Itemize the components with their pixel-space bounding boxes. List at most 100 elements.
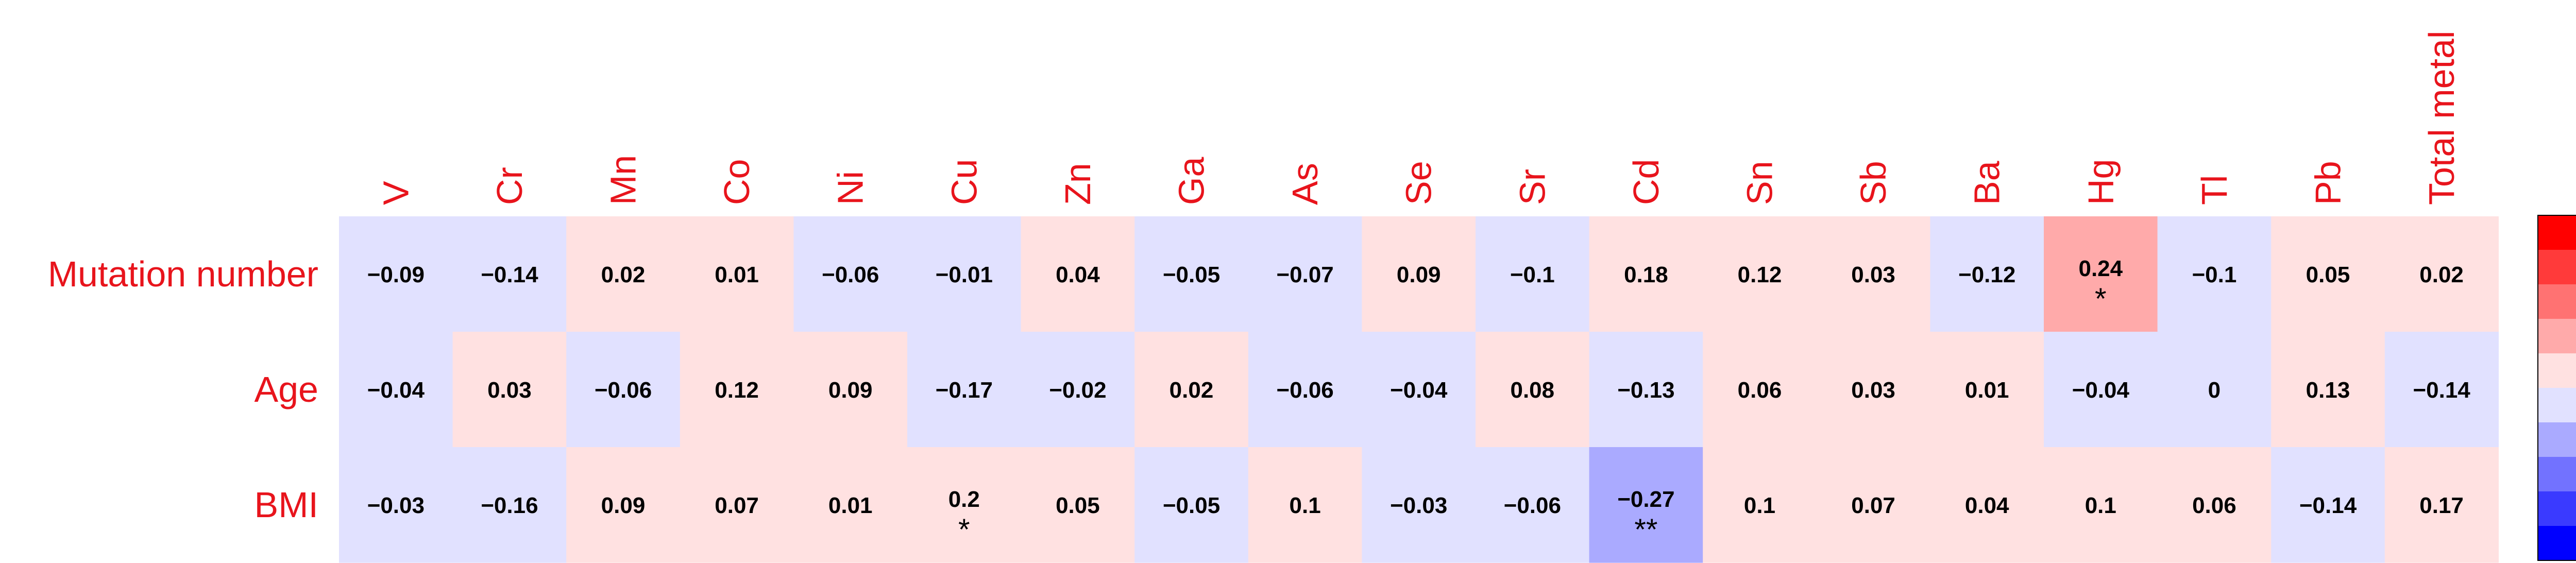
heatmap-cell (1476, 332, 1590, 448)
cell-value: 0.03 (1851, 262, 1895, 287)
cell-value: −0.04 (2072, 378, 2130, 403)
significance-marker: * (2095, 282, 2107, 316)
legend-swatch (2538, 388, 2576, 423)
heatmap-cell (1930, 447, 2044, 563)
heatmap-cell (680, 332, 794, 448)
cell-value: 0.02 (1170, 378, 1214, 403)
heatmap-cell (1362, 216, 1476, 332)
cell-value: 0.04 (1965, 493, 2009, 518)
cell-value: −0.04 (1390, 378, 1448, 403)
legend-swatch (2538, 215, 2576, 250)
column-label: Cd (1626, 159, 1666, 205)
column-label: Ni (831, 171, 871, 205)
cell-value: −0.16 (481, 493, 538, 518)
column-label: Total metal (2421, 31, 2462, 205)
cell-value: 0.01 (1965, 378, 2009, 403)
heatmap-cell (907, 447, 1022, 563)
legend-swatch (2538, 250, 2576, 285)
cell-value: −0.07 (1276, 262, 1333, 287)
row-label: Mutation number (48, 254, 318, 294)
column-label: Sb (1853, 161, 1893, 205)
cell-value: −0.12 (1958, 262, 2015, 287)
legend-border (2537, 215, 2576, 561)
cell-value: 0.01 (828, 493, 873, 518)
heatmap-cell (1930, 332, 2044, 448)
heatmap-cell (1703, 332, 1817, 448)
legend-swatch (2538, 457, 2576, 492)
column-label: Cr (489, 167, 530, 205)
cell-value: −0.06 (1504, 493, 1561, 518)
heatmap-cell (1248, 332, 1362, 448)
legend-swatch (2538, 422, 2576, 457)
cell-value: −0.14 (481, 262, 538, 287)
heatmap-cell (2044, 216, 2158, 332)
heatmap-cell (793, 332, 908, 448)
column-label: Ba (1967, 161, 2007, 205)
cell-value: 0.02 (2419, 262, 2464, 287)
heatmap-cell (339, 216, 453, 332)
cell-value: 0 (2208, 378, 2221, 403)
cell-value: −0.06 (595, 378, 652, 403)
heatmap-cell (1362, 332, 1476, 448)
heatmap-cell (1816, 332, 1930, 448)
heatmap-cell (793, 447, 908, 563)
heatmap-cell (566, 332, 681, 448)
heatmap-cell (793, 216, 908, 332)
cell-value: 0.12 (715, 378, 759, 403)
heatmap-cells: −0.09 −0.14 0.02 0.01 −0.06 −0.01 0.04 −0.05 −0.… (339, 216, 2499, 563)
cell-value: 0.09 (1397, 262, 1441, 287)
heatmap-cell (2044, 447, 2158, 563)
cell-value: 0.13 (2306, 378, 2350, 403)
heatmap-cell (339, 447, 453, 563)
heatmap-cell (452, 447, 567, 563)
column-labels: V Cr Mn Co Ni Cu Zn Ga As Se Sr Cd Sn Sb Ba Hg Tl Pb Total… (376, 31, 2462, 205)
significance-marker: * (958, 513, 970, 547)
heatmap-cell (2384, 216, 2499, 332)
legend-swatch (2538, 353, 2576, 388)
heatmap-cell (2271, 332, 2385, 448)
legend-swatch (2538, 284, 2576, 319)
column-label: Hg (2080, 159, 2121, 205)
cell-value: −0.17 (936, 378, 993, 403)
cell-value: 0.09 (601, 493, 646, 518)
cell-value: −0.02 (1049, 378, 1106, 403)
heatmap-cell (1476, 216, 1590, 332)
column-label: As (1285, 163, 1325, 205)
column-label: Cu (944, 159, 984, 205)
heatmap-cell (339, 332, 453, 448)
heatmap-cell (1589, 216, 1703, 332)
heatmap-cell (1816, 216, 1930, 332)
heatmap-cell (2384, 332, 2499, 448)
heatmap-cell (566, 447, 681, 563)
cell-value: 0.1 (1290, 493, 1321, 518)
heatmap-cell (1248, 216, 1362, 332)
heatmap-cell (1021, 216, 1135, 332)
heatmap-cell (1362, 447, 1476, 563)
column-label: Pb (2308, 161, 2348, 205)
cell-value: 0.09 (828, 378, 873, 403)
heatmap-cell (1134, 447, 1249, 563)
heatmap-cell (452, 332, 567, 448)
cell-value: −0.13 (1617, 378, 1674, 403)
heatmap-cell (2271, 447, 2385, 563)
heatmap-cell (1930, 216, 2044, 332)
cell-value: −0.03 (1390, 493, 1447, 518)
cell-value: −0.1 (2192, 262, 2236, 287)
cell-value: −0.06 (822, 262, 879, 287)
heatmap-cell (1248, 447, 1362, 563)
cell-value: 0.08 (1510, 378, 1554, 403)
cell-value: 0.2 (948, 487, 980, 512)
column-label: Mn (603, 155, 643, 205)
cell-value: 0.18 (1624, 262, 1668, 287)
column-label: Tl (2194, 175, 2234, 205)
cell-value: 0.05 (2306, 262, 2350, 287)
heatmap-cell (2157, 332, 2272, 448)
cell-value: 0.24 (2078, 256, 2123, 281)
column-label: Sn (1740, 161, 1780, 205)
heatmap-cell (680, 216, 794, 332)
column-label: Co (717, 159, 757, 205)
cell-value: 0.1 (2085, 493, 2116, 518)
cell-value: −0.14 (2299, 493, 2357, 518)
color-legend: 10.80.60.40.20−0.2−0.4−0.6−0.8−1 (2537, 215, 2576, 561)
